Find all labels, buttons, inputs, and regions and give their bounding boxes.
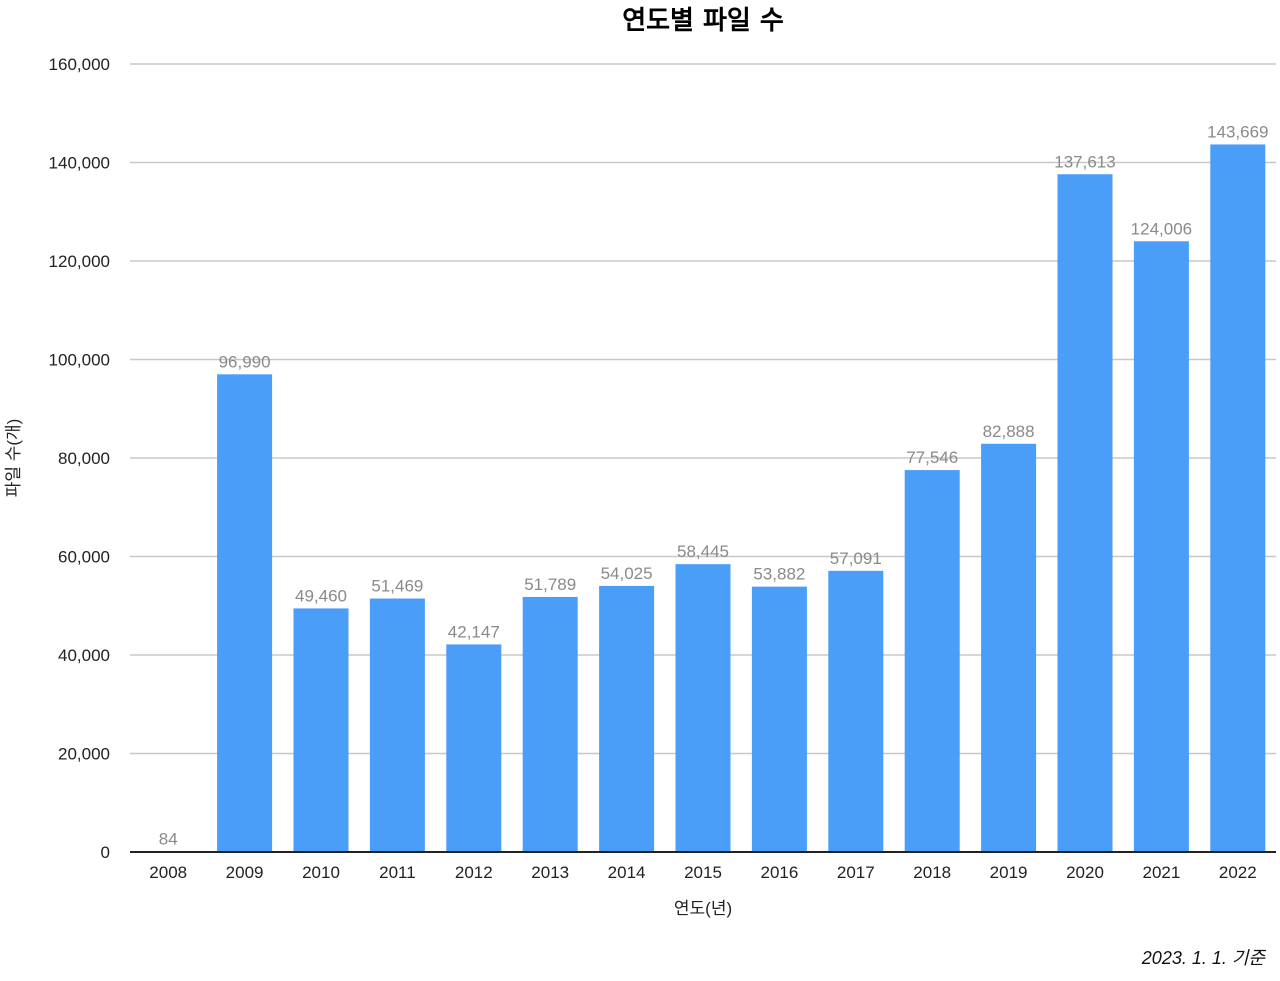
data-label: 96,990 [219, 352, 271, 371]
chart-title: 연도별 파일 수 [622, 6, 784, 36]
x-tick-label: 2022 [1219, 863, 1257, 882]
x-tick-label: 2009 [226, 863, 264, 882]
bar-2016 [751, 586, 807, 852]
data-label: 77,546 [906, 448, 958, 467]
data-labels: 84 96,990 49,460 51,469 42,147 51,789 54,025 58… [159, 122, 1269, 848]
data-label: 42,147 [448, 622, 500, 641]
y-axis-label: 파일 수(개) [4, 419, 23, 498]
y-tick-label: 40,000 [58, 646, 110, 665]
x-axis-label: 연도(년) [674, 899, 732, 918]
x-tick-label: 2014 [608, 863, 646, 882]
bar-2015 [675, 564, 731, 852]
y-tick-label: 80,000 [58, 449, 110, 468]
bar-2009 [217, 374, 273, 852]
x-tick-label: 2010 [302, 863, 340, 882]
y-axis-ticks: 0 20,000 40,000 60,000 80,000 100,000 120,000 1… [49, 55, 110, 862]
bar-2014 [599, 585, 655, 852]
bar-2017 [828, 570, 884, 852]
y-tick-label: 100,000 [49, 351, 110, 370]
x-tick-label: 2020 [1066, 863, 1104, 882]
bar-2020 [1057, 174, 1113, 852]
bar-2011 [369, 598, 425, 852]
bar-2021 [1133, 241, 1189, 852]
x-tick-label: 2019 [990, 863, 1028, 882]
data-label: 143,669 [1207, 122, 1268, 141]
bars [140, 144, 1266, 852]
x-tick-label: 2016 [760, 863, 798, 882]
bar-2012 [446, 644, 502, 852]
data-label: 51,789 [524, 575, 576, 594]
bar-2018 [904, 470, 960, 852]
x-tick-label: 2011 [379, 863, 416, 882]
data-label: 137,613 [1054, 152, 1115, 171]
x-tick-label: 2015 [684, 863, 722, 882]
bar-2013 [522, 596, 578, 852]
y-tick-label: 120,000 [49, 252, 110, 271]
data-label: 53,882 [753, 565, 805, 584]
data-label: 54,025 [601, 564, 653, 583]
data-label: 51,469 [371, 577, 423, 596]
x-tick-label: 2017 [837, 863, 875, 882]
data-label: 49,460 [295, 586, 347, 605]
bar-2022 [1210, 144, 1266, 852]
x-tick-label: 2012 [455, 863, 493, 882]
y-tick-label: 0 [101, 843, 110, 862]
y-tick-label: 20,000 [58, 745, 110, 764]
data-label: 124,006 [1131, 219, 1192, 238]
footnote: 2023. 1. 1. 기준 [1141, 948, 1267, 968]
y-tick-label: 60,000 [58, 548, 110, 567]
x-tick-label: 2018 [913, 863, 951, 882]
bar-2019 [981, 443, 1037, 852]
data-label: 84 [159, 830, 178, 849]
data-label: 82,888 [983, 422, 1035, 441]
bar-2010 [293, 608, 349, 852]
data-label: 57,091 [830, 549, 882, 568]
data-label: 58,445 [677, 542, 729, 561]
y-tick-label: 140,000 [49, 154, 110, 173]
y-tick-label: 160,000 [49, 55, 110, 74]
x-axis-ticks: 2008 2009 2010 2011 2012 2013 2014 2015 2016 2017… [149, 863, 1256, 882]
x-tick-label: 2013 [531, 863, 569, 882]
x-tick-label: 2021 [1142, 863, 1180, 882]
x-tick-label: 2008 [149, 863, 187, 882]
